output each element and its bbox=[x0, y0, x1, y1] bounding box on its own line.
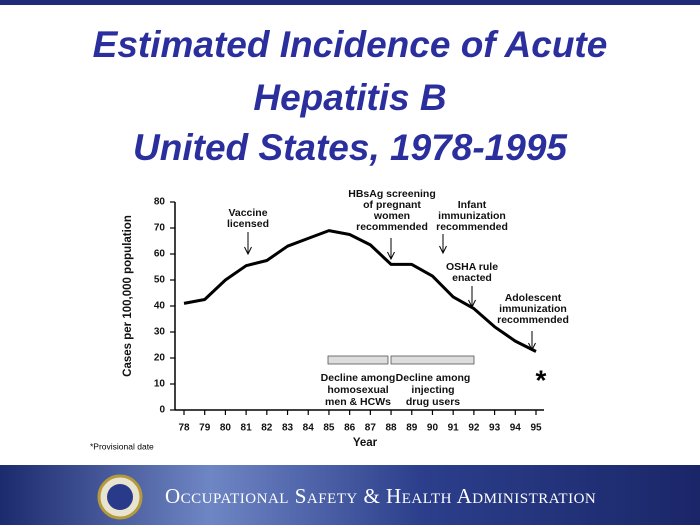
annotation: recommended bbox=[436, 221, 508, 233]
annotation: immunization bbox=[438, 210, 506, 222]
y-tick-label: 30 bbox=[154, 327, 166, 338]
x-tick-label: 78 bbox=[178, 423, 190, 434]
x-tick-label: 79 bbox=[199, 423, 211, 434]
y-tick-label: 40 bbox=[154, 301, 166, 312]
x-tick-label: 92 bbox=[468, 423, 480, 434]
arrow-head bbox=[468, 299, 476, 309]
title-line: Estimated Incidence of Acute bbox=[93, 24, 608, 65]
x-tick-label: 90 bbox=[427, 423, 439, 434]
annotation: Adolescent bbox=[505, 292, 562, 304]
top-bar bbox=[0, 0, 700, 5]
y-tick-label: 50 bbox=[154, 275, 166, 286]
annotation: recommended bbox=[497, 314, 569, 326]
x-tick-label: 80 bbox=[220, 423, 232, 434]
y-axis-label: Cases per 100,000 population bbox=[122, 215, 134, 377]
footer-text: Occupational Safety & Health Administrat… bbox=[165, 484, 596, 508]
period-label: drug users bbox=[406, 396, 460, 408]
x-tick-label: 87 bbox=[365, 423, 377, 434]
title-line: Hepatitis B bbox=[253, 77, 446, 118]
annotation: women bbox=[373, 210, 410, 222]
x-tick-label: 85 bbox=[323, 423, 335, 434]
x-tick-label: 88 bbox=[385, 423, 397, 434]
annotation: OSHA rule bbox=[446, 261, 498, 273]
annotation: HBsAg screening bbox=[348, 188, 436, 200]
x-tick-label: 94 bbox=[510, 423, 522, 434]
period-label: injecting bbox=[411, 384, 454, 396]
period-bar bbox=[327, 355, 389, 365]
annotation: recommended bbox=[356, 221, 428, 233]
y-tick-label: 20 bbox=[154, 353, 166, 364]
arrow-head bbox=[439, 245, 447, 255]
annotation: of pregnant bbox=[363, 199, 421, 211]
arrow-head bbox=[528, 342, 536, 352]
x-tick-label: 82 bbox=[261, 423, 273, 434]
chart: 0 10 20 30 40 50 60 70 80 78 79 80 81 82 83 84 85 86 87 88 8… bbox=[90, 188, 569, 451]
title-line: United States, 1978-1995 bbox=[133, 127, 568, 168]
x-tick-label: 95 bbox=[530, 423, 542, 434]
osha-logo-inner bbox=[107, 484, 133, 510]
arrow-head bbox=[387, 251, 395, 261]
y-tick-label: 70 bbox=[154, 223, 166, 234]
x-tick-label: 83 bbox=[282, 423, 294, 434]
annotation: immunization bbox=[499, 303, 567, 315]
x-axis-label: Year bbox=[353, 437, 378, 449]
data-line bbox=[183, 229, 537, 353]
annotation: licensed bbox=[227, 218, 269, 230]
y-tick-label: 10 bbox=[154, 379, 166, 390]
asterisk: * bbox=[536, 364, 547, 395]
period-label: Decline among bbox=[321, 372, 396, 384]
annotation: Infant bbox=[458, 199, 487, 211]
annotation: enacted bbox=[452, 272, 492, 284]
x-tick-label: 86 bbox=[344, 423, 356, 434]
x-tick-label: 81 bbox=[241, 423, 253, 434]
arrow-head bbox=[244, 246, 252, 256]
footnote: *Provisional date bbox=[90, 441, 154, 451]
period-bar bbox=[390, 355, 475, 365]
period-label: homosexual bbox=[327, 384, 388, 396]
y-tick-label: 80 bbox=[154, 197, 166, 208]
x-tick-label: 91 bbox=[448, 423, 460, 434]
period-label: Decline among bbox=[396, 372, 471, 384]
x-tick-label: 93 bbox=[489, 423, 501, 434]
x-tick-label: 84 bbox=[303, 423, 315, 434]
annotation: Vaccine bbox=[228, 207, 267, 219]
period-label: men & HCWs bbox=[325, 396, 391, 408]
y-tick-label: 0 bbox=[159, 405, 165, 416]
x-tick-label: 89 bbox=[406, 423, 418, 434]
y-tick-label: 60 bbox=[154, 249, 166, 260]
